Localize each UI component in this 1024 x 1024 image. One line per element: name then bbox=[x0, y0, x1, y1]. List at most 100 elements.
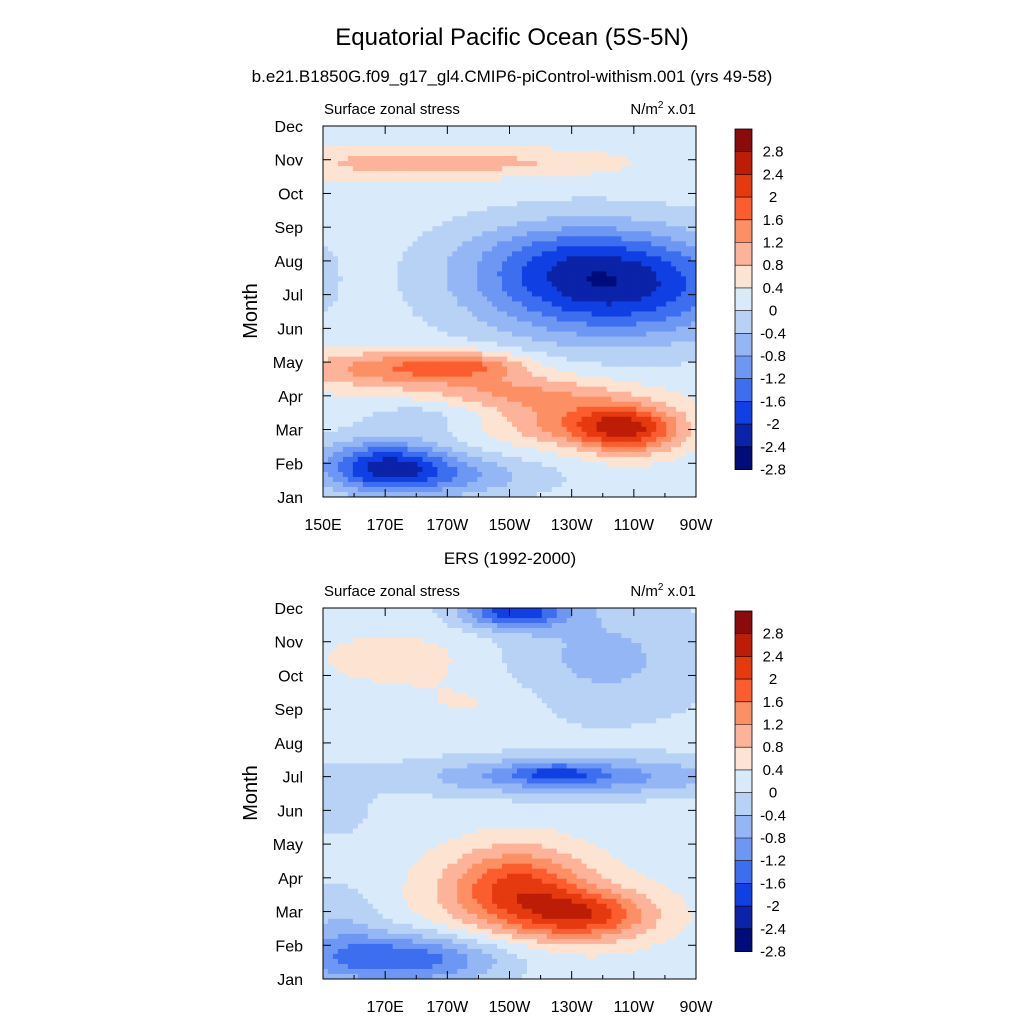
field-cell bbox=[521, 211, 528, 217]
field-cell bbox=[397, 181, 404, 187]
field-cell bbox=[477, 161, 483, 167]
field-cell bbox=[502, 351, 508, 358]
field-cell bbox=[337, 441, 344, 448]
field-cell bbox=[323, 381, 329, 388]
field-cell bbox=[323, 156, 329, 162]
field-cell bbox=[332, 201, 339, 207]
field-cell bbox=[422, 201, 429, 207]
field-cell bbox=[347, 271, 354, 277]
field-cell bbox=[332, 226, 339, 232]
field-cell bbox=[467, 431, 473, 438]
field-cell bbox=[636, 206, 642, 212]
field-cell bbox=[686, 281, 692, 288]
field-cell bbox=[571, 451, 578, 458]
field-cell bbox=[566, 426, 573, 433]
field-cell bbox=[631, 361, 637, 368]
field-cell bbox=[392, 251, 399, 257]
field-cell bbox=[397, 156, 404, 162]
field-cell bbox=[646, 311, 652, 318]
field-cell bbox=[646, 406, 652, 413]
field-cell bbox=[387, 396, 394, 403]
field-cell bbox=[526, 386, 533, 393]
field-cell bbox=[526, 241, 533, 247]
field-cell bbox=[377, 246, 384, 252]
field-cell bbox=[546, 126, 553, 132]
field-cell bbox=[432, 406, 438, 413]
field-cell bbox=[511, 451, 518, 458]
field-cell bbox=[661, 311, 667, 318]
field-cell bbox=[422, 426, 429, 433]
field-cell bbox=[601, 401, 608, 408]
field-cell bbox=[392, 436, 399, 443]
field-cell bbox=[591, 166, 598, 172]
field-cell bbox=[452, 261, 458, 267]
field-cell bbox=[402, 436, 409, 443]
field-cell bbox=[541, 281, 548, 288]
field-cell bbox=[526, 411, 533, 418]
field-cell bbox=[437, 146, 443, 152]
field-cell bbox=[457, 326, 463, 333]
field-cell bbox=[427, 266, 434, 272]
field-cell bbox=[447, 286, 453, 293]
field-cell bbox=[571, 421, 578, 428]
field-cell bbox=[417, 166, 424, 172]
field-cell bbox=[427, 291, 434, 298]
field-cell bbox=[417, 206, 424, 212]
field-cell bbox=[616, 431, 622, 438]
field-cell bbox=[626, 151, 632, 157]
field-cell bbox=[457, 286, 463, 293]
field-cell bbox=[422, 396, 429, 403]
field-cell bbox=[462, 396, 468, 403]
field-cell bbox=[487, 301, 493, 308]
field-cell bbox=[516, 196, 523, 202]
field-cell bbox=[452, 246, 458, 252]
field-cell bbox=[631, 386, 637, 393]
field-cell bbox=[397, 401, 404, 408]
field-cell bbox=[656, 336, 662, 343]
field-cell bbox=[516, 201, 523, 207]
field-cell bbox=[417, 311, 424, 318]
field-cell bbox=[526, 401, 533, 408]
field-cell bbox=[586, 306, 593, 313]
field-cell bbox=[482, 391, 488, 398]
field-cell bbox=[531, 326, 538, 333]
field-cell bbox=[676, 241, 682, 247]
field-cell bbox=[561, 281, 568, 288]
field-cell bbox=[407, 411, 414, 418]
field-cell bbox=[601, 386, 608, 393]
field-cell bbox=[626, 291, 632, 298]
field-cell bbox=[561, 241, 568, 247]
field-cell bbox=[541, 356, 548, 363]
field-cell bbox=[437, 456, 443, 463]
field-cell bbox=[511, 441, 518, 448]
field-cell bbox=[691, 386, 696, 393]
field-cell bbox=[551, 416, 558, 423]
field-cell bbox=[462, 436, 468, 443]
field-cell bbox=[636, 221, 642, 227]
field-cell bbox=[561, 376, 568, 383]
field-cell bbox=[352, 171, 359, 177]
field-cell bbox=[591, 276, 598, 283]
field-cell bbox=[447, 251, 453, 257]
field-cell bbox=[323, 166, 329, 172]
field-cell bbox=[462, 316, 468, 323]
field-cell bbox=[372, 436, 379, 443]
field-cell bbox=[362, 456, 369, 463]
field-cell bbox=[327, 311, 334, 318]
field-cell bbox=[372, 441, 379, 448]
field-cell bbox=[362, 141, 369, 147]
field-cell bbox=[621, 131, 627, 137]
field-cell bbox=[686, 361, 692, 368]
field-cell bbox=[497, 261, 503, 267]
field-cell bbox=[357, 136, 364, 142]
field-cell bbox=[367, 156, 374, 162]
field-cell bbox=[581, 201, 588, 207]
field-cell bbox=[606, 366, 613, 373]
field-cell bbox=[671, 206, 677, 212]
field-cell bbox=[487, 416, 493, 423]
field-cell bbox=[337, 301, 344, 308]
field-cell bbox=[412, 376, 419, 383]
field-cell bbox=[606, 351, 613, 358]
field-cell bbox=[457, 236, 463, 242]
field-cell bbox=[332, 181, 339, 187]
